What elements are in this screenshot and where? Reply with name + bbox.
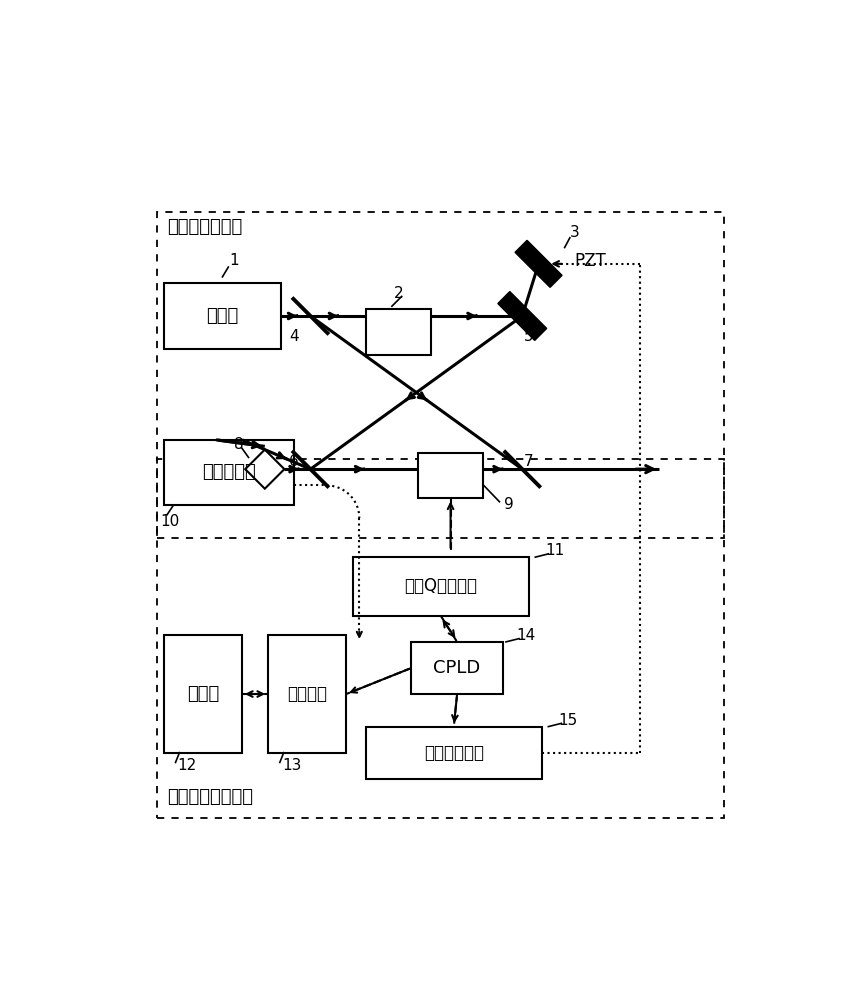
Text: 13: 13 [282, 758, 301, 773]
Text: 5: 5 [524, 329, 533, 344]
Text: 11: 11 [545, 543, 564, 558]
Bar [418, 453, 483, 498]
Text: 微控制器: 微控制器 [287, 685, 327, 703]
Text: 15: 15 [558, 713, 578, 728]
Text: 12: 12 [177, 758, 197, 773]
Text: 种子激光器: 种子激光器 [202, 463, 256, 481]
Bar [164, 635, 242, 753]
Text: 4: 4 [289, 329, 299, 344]
Bar [366, 309, 431, 355]
Bar [411, 642, 503, 694]
Text: 9: 9 [505, 497, 514, 512]
Bar [157, 212, 724, 538]
Text: PZT: PZT [574, 252, 606, 270]
Text: 声光Q开关驱动: 声光Q开关驱动 [405, 577, 478, 595]
Text: 8: 8 [234, 437, 244, 452]
Text: 7: 7 [524, 454, 533, 469]
Text: 从动激光器模块: 从动激光器模块 [167, 218, 242, 236]
Bar [366, 727, 542, 779]
Bar [164, 283, 281, 349]
Polygon shape [246, 450, 284, 489]
Bar [164, 440, 294, 505]
Text: 6: 6 [289, 454, 299, 469]
Text: 泵浦源: 泵浦源 [206, 307, 239, 325]
Bar [268, 635, 346, 753]
Text: 10: 10 [161, 514, 180, 529]
Text: 1: 1 [230, 253, 239, 268]
Polygon shape [498, 292, 547, 340]
Text: 2: 2 [394, 286, 403, 301]
Text: 高压放大模块: 高压放大模块 [424, 744, 484, 762]
Bar [157, 459, 724, 818]
Polygon shape [515, 240, 562, 287]
Text: 3: 3 [569, 225, 579, 240]
Bar [352, 557, 529, 616]
Text: 上位机: 上位机 [187, 685, 219, 703]
Text: 14: 14 [516, 628, 535, 643]
Text: CPLD: CPLD [433, 659, 481, 677]
Text: 注入锁定控制系统: 注入锁定控制系统 [167, 788, 253, 806]
